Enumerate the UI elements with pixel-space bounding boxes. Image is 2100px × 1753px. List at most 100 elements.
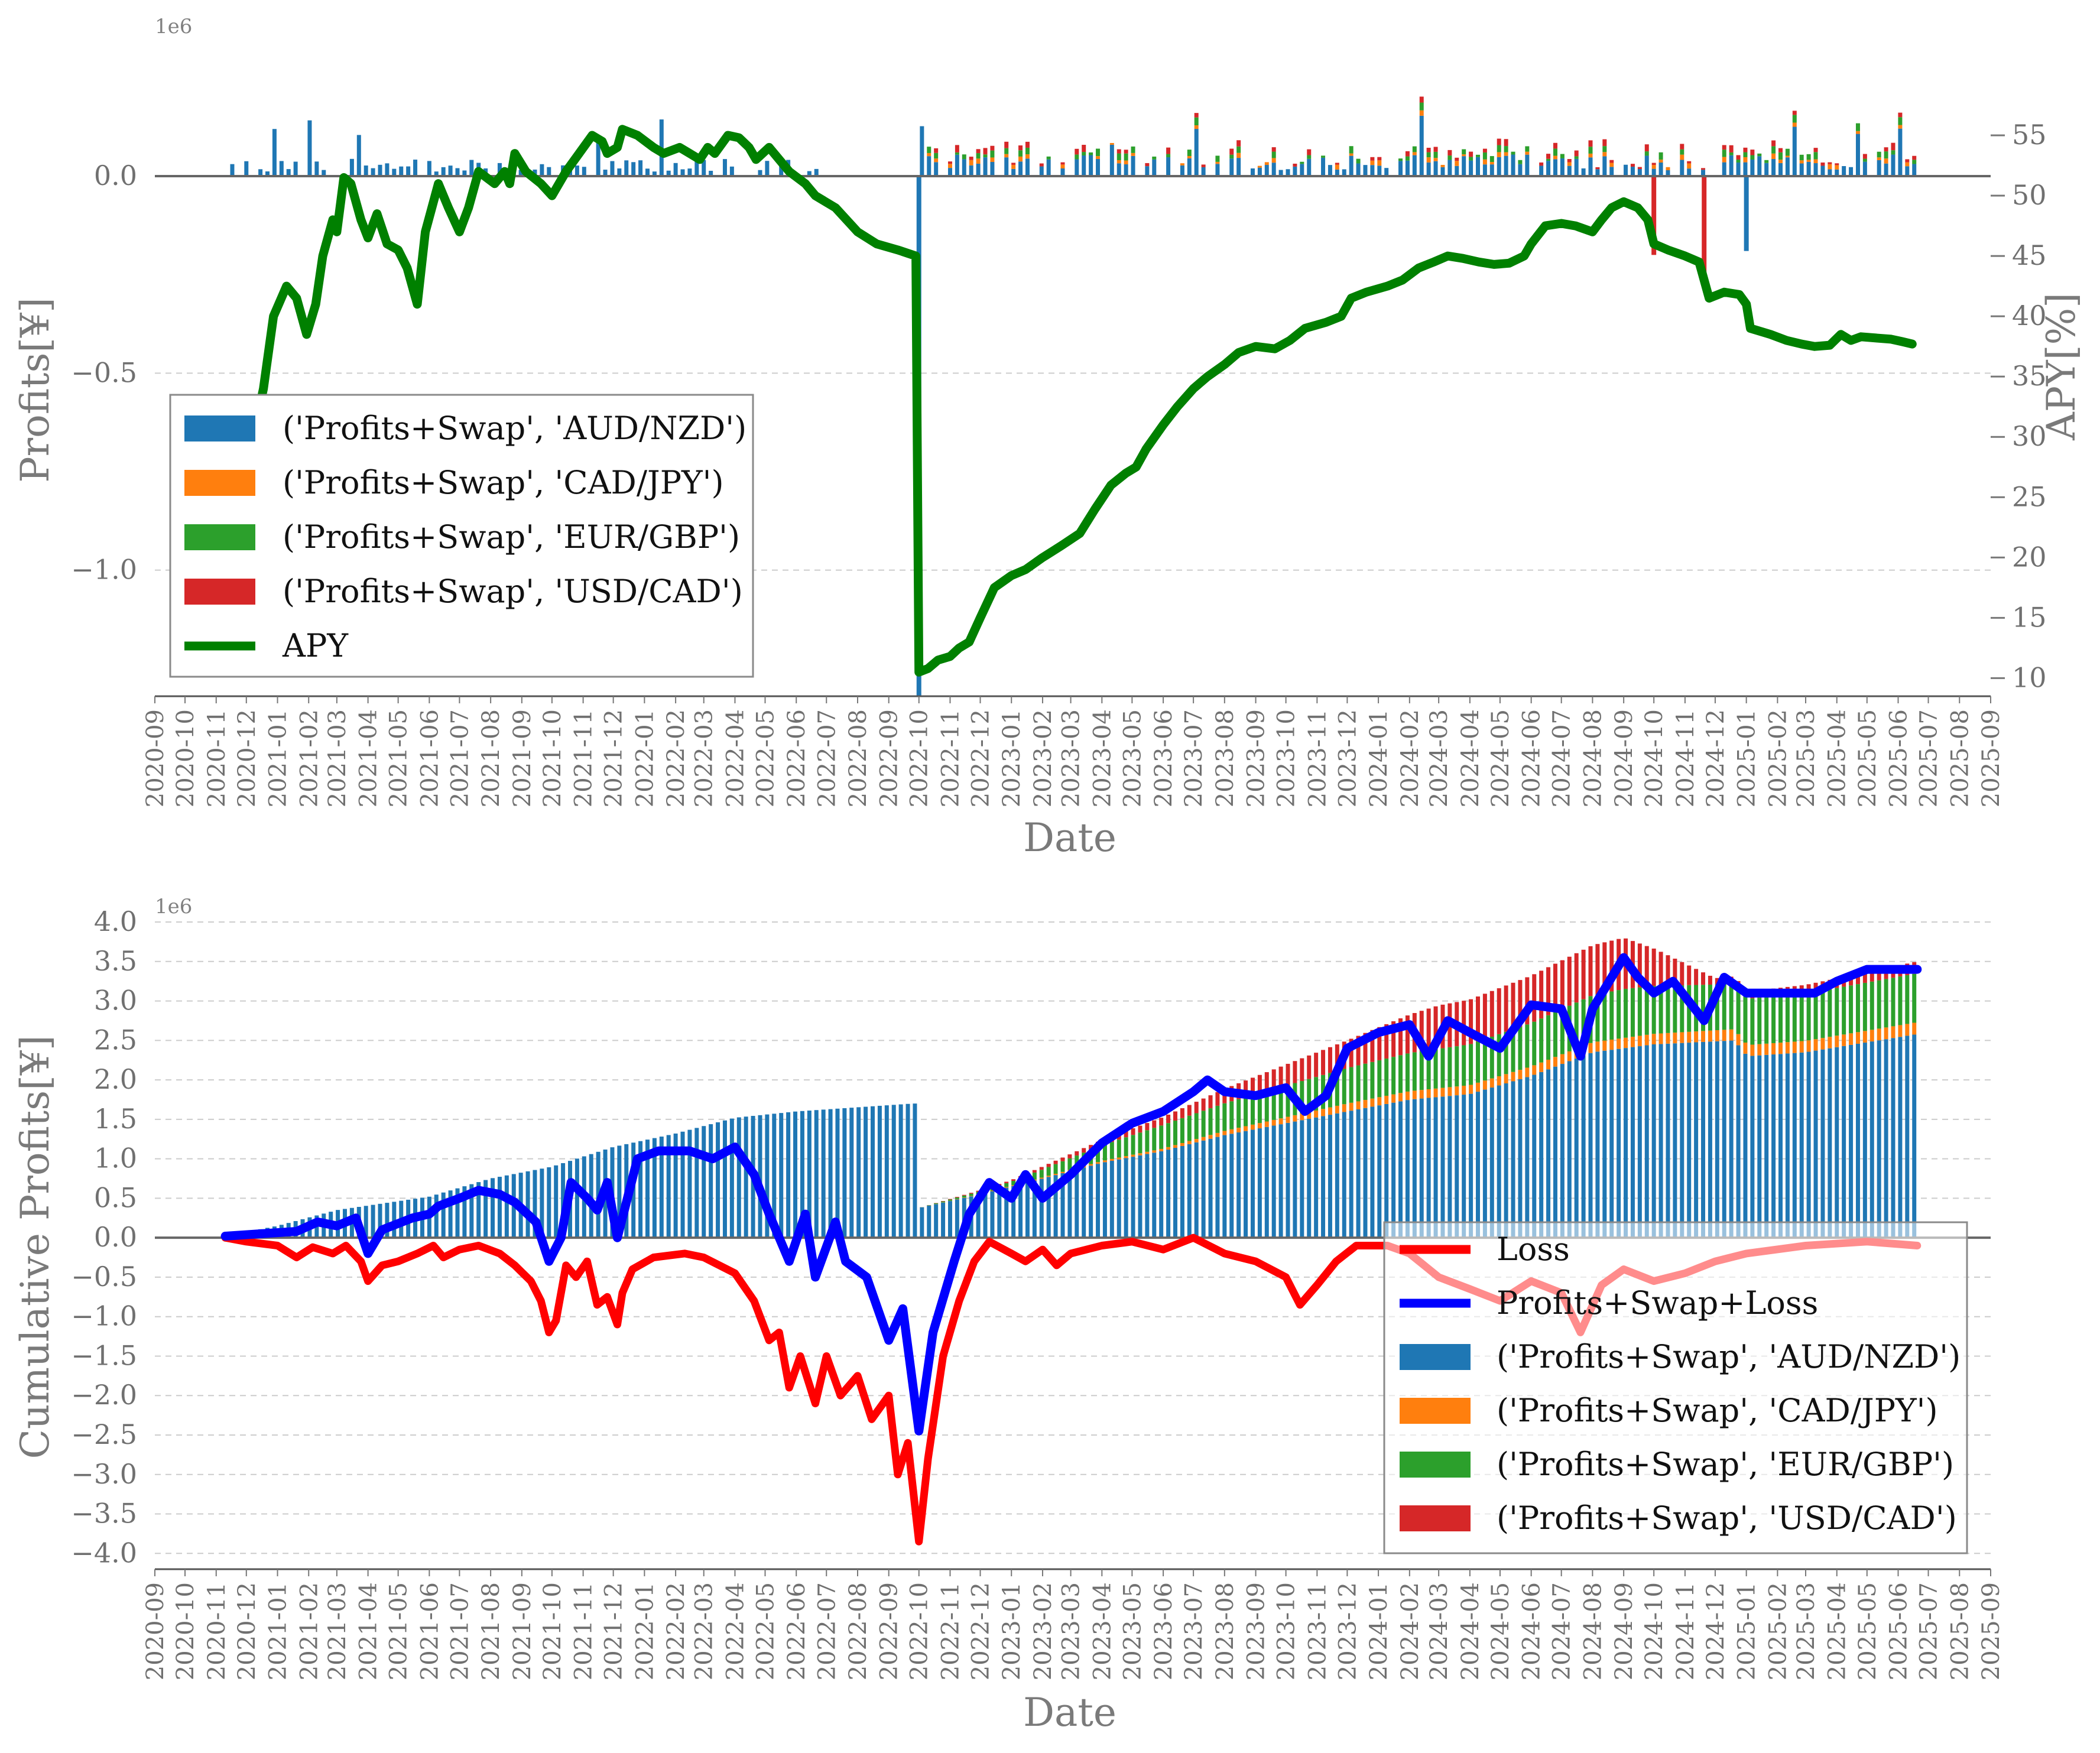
top-bar xyxy=(969,160,973,165)
top-bar xyxy=(990,145,995,151)
bottom-bar xyxy=(1391,1094,1396,1103)
bottom-bar xyxy=(1617,1048,1621,1238)
bottom-bar xyxy=(962,1195,966,1198)
top-bar xyxy=(371,168,375,176)
bottom-bar xyxy=(1370,1061,1375,1099)
bottom-bar xyxy=(1729,983,1734,1030)
bottom-bar xyxy=(1222,1135,1227,1238)
bottom-bar xyxy=(1089,1164,1093,1166)
bottom-bar xyxy=(1637,1046,1642,1238)
top-bar xyxy=(1489,156,1494,163)
top-x-tick-label: 2024-09 xyxy=(1611,709,1638,807)
bottom-bar xyxy=(1327,1047,1332,1073)
top-bar xyxy=(1511,151,1515,155)
bottom-bar xyxy=(1455,1095,1459,1238)
bottom-bar xyxy=(1546,1069,1551,1238)
bottom-bar xyxy=(1644,1045,1649,1238)
bottom-bar xyxy=(1877,980,1881,1029)
bottom-bar xyxy=(1539,1072,1544,1238)
top-bar xyxy=(1004,148,1009,154)
bottom-x-tick-label: 2024-05 xyxy=(1487,1582,1514,1680)
bottom-bar xyxy=(385,1203,390,1238)
top-bar xyxy=(1455,161,1459,166)
bottom-bar xyxy=(1912,1022,1917,1035)
bottom-bar xyxy=(1271,1119,1276,1126)
top-bar xyxy=(1335,163,1339,165)
bottom-bar xyxy=(1757,1055,1762,1238)
bottom-y-tick-label: 3.0 xyxy=(94,985,137,1017)
top-bar xyxy=(575,165,579,176)
bottom-bar xyxy=(941,1201,946,1202)
top-bar xyxy=(1525,146,1530,152)
bottom-x-tick-label: 2022-07 xyxy=(813,1582,840,1680)
bottom-bar xyxy=(1384,1103,1389,1238)
bottom-bar xyxy=(1447,1096,1452,1238)
top-bar xyxy=(1145,163,1150,167)
bottom-bar xyxy=(1813,1039,1818,1051)
top-bar xyxy=(1082,152,1086,156)
top-bar xyxy=(1588,147,1593,154)
top-y2-tick-label: 20 xyxy=(2012,541,2047,573)
bottom-bar xyxy=(1553,963,1557,1012)
top-bar xyxy=(1912,155,1917,160)
bottom-bar xyxy=(1208,1135,1213,1139)
bottom-bar xyxy=(1201,1140,1206,1238)
bottom-bar xyxy=(1680,1032,1684,1043)
top-legend-swatch xyxy=(184,415,255,442)
bottom-y-tick-label: 3.5 xyxy=(94,945,137,977)
bottom-bar xyxy=(1116,1140,1121,1158)
top-bar xyxy=(1482,159,1487,165)
top-bar xyxy=(1018,156,1023,162)
bottom-bar xyxy=(1489,1037,1494,1079)
bottom-bar xyxy=(1799,1041,1804,1053)
top-x-tick-label: 2021-06 xyxy=(416,709,443,807)
top-bar xyxy=(1405,156,1410,161)
top-y-exponent: 1e6 xyxy=(155,15,192,38)
top-x-tick-label: 2025-07 xyxy=(1916,709,1943,807)
bottom-bar xyxy=(1771,996,1776,1043)
bottom-bar xyxy=(1912,1034,1917,1238)
top-bar xyxy=(1750,155,1755,160)
bottom-x-tick-label: 2021-09 xyxy=(509,1582,536,1680)
bottom-bar xyxy=(1356,1065,1361,1102)
top-bar xyxy=(1546,158,1551,161)
top-bar xyxy=(1482,148,1487,152)
bottom-x-tick-label: 2024-01 xyxy=(1365,1582,1393,1680)
top-x-tick-label: 2023-08 xyxy=(1212,709,1239,807)
bottom-bar xyxy=(1419,1011,1424,1051)
bottom-bar xyxy=(1257,1074,1262,1093)
top-bar xyxy=(1335,169,1339,176)
bottom-bar xyxy=(1215,1137,1220,1238)
top-bar xyxy=(1469,151,1473,157)
net-profit-line xyxy=(220,953,1922,1436)
top-bar xyxy=(1342,169,1346,176)
bottom-bar xyxy=(1722,1041,1726,1238)
bottom-bar xyxy=(1208,1095,1213,1109)
top-bar xyxy=(1004,157,1009,176)
bottom-bar xyxy=(1039,1179,1044,1238)
bottom-bar xyxy=(1398,1101,1403,1238)
bottom-bar xyxy=(1469,1085,1473,1094)
bottom-bar xyxy=(1096,1147,1101,1163)
bottom-bar xyxy=(1482,1080,1487,1090)
bottom-bar xyxy=(1278,1118,1283,1125)
bottom-bar xyxy=(1405,1015,1410,1054)
top-bar xyxy=(1637,167,1642,169)
bottom-bar xyxy=(1152,1150,1157,1153)
bottom-bar xyxy=(1813,1050,1818,1238)
top-x-tick-label: 2024-03 xyxy=(1426,709,1453,807)
bottom-bar xyxy=(1482,994,1487,1040)
bottom-bar xyxy=(736,1117,741,1238)
bottom-bar xyxy=(1342,1069,1346,1105)
bottom-bar xyxy=(962,1197,966,1198)
bottom-bar xyxy=(441,1192,446,1238)
top-bar xyxy=(1271,158,1276,163)
bottom-bar xyxy=(1482,1089,1487,1238)
top-bar xyxy=(1785,155,1790,158)
top-bar xyxy=(1194,125,1199,129)
bottom-x-tick-label: 2020-09 xyxy=(142,1582,169,1680)
top-x-tick-label: 2024-01 xyxy=(1365,709,1393,807)
bottom-bar xyxy=(1398,1093,1403,1102)
top-bar xyxy=(1644,151,1649,156)
top-x-tick-label: 2024-08 xyxy=(1579,709,1606,807)
